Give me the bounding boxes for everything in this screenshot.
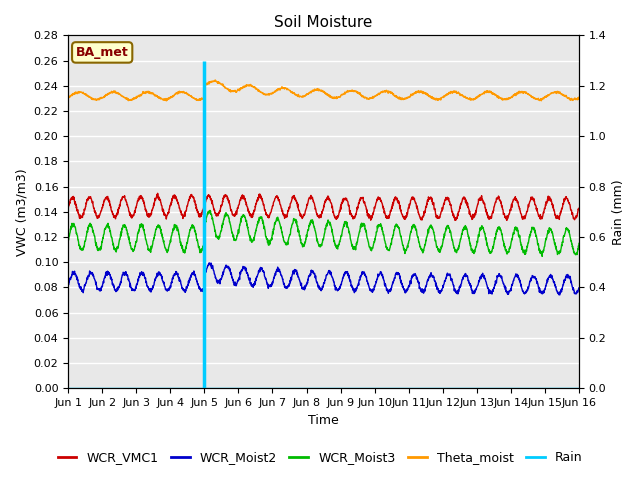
Title: Soil Moisture: Soil Moisture — [275, 15, 372, 30]
Text: BA_met: BA_met — [76, 46, 129, 59]
Legend: WCR_VMC1, WCR_Moist2, WCR_Moist3, Theta_moist, Rain: WCR_VMC1, WCR_Moist2, WCR_Moist3, Theta_… — [52, 446, 588, 469]
X-axis label: Time: Time — [308, 414, 339, 427]
Y-axis label: Rain (mm): Rain (mm) — [612, 179, 625, 245]
Y-axis label: VWC (m3/m3): VWC (m3/m3) — [15, 168, 28, 256]
